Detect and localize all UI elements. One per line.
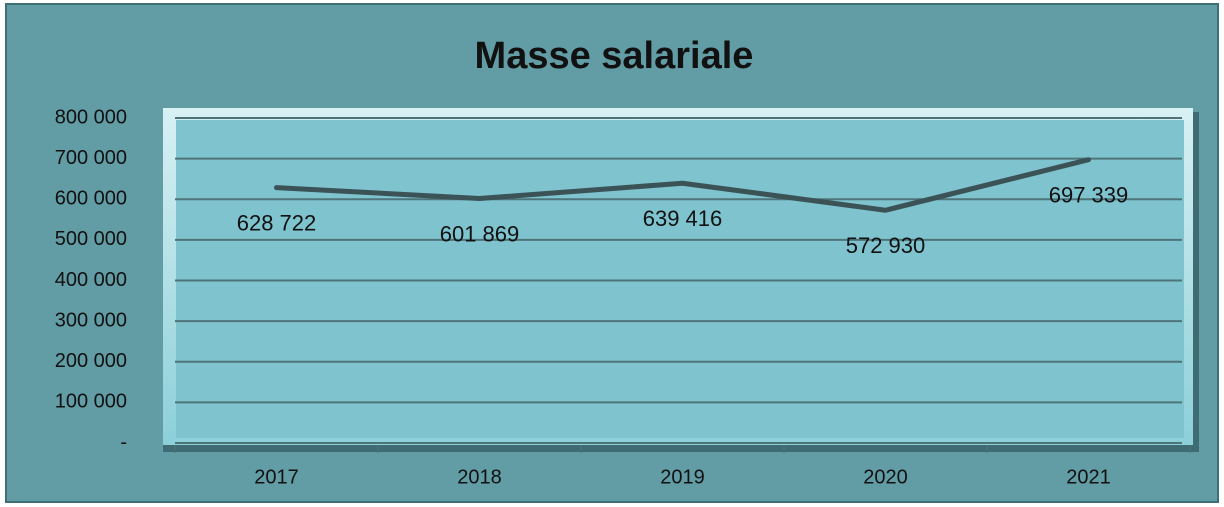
x-tick-label: 2017 — [254, 466, 299, 488]
y-tick-label: 100 000 — [55, 391, 127, 413]
y-tick-label: 500 000 — [55, 228, 127, 250]
data-label: 628 722 — [237, 210, 317, 235]
x-tick-label: 2019 — [660, 466, 705, 488]
x-tick-label: 2018 — [457, 466, 502, 488]
y-tick-label: 700 000 — [55, 147, 127, 169]
data-label: 601 869 — [440, 221, 520, 246]
y-tick-label: - — [120, 431, 127, 453]
y-tick-label: 400 000 — [55, 269, 127, 291]
line-series — [274, 157, 1091, 213]
data-label: 639 416 — [643, 206, 723, 231]
data-label: 697 339 — [1049, 183, 1129, 208]
chart-title: Masse salariale — [475, 35, 754, 77]
y-tick-label: 200 000 — [55, 350, 127, 372]
x-tick-label: 2020 — [863, 466, 908, 488]
y-tick-label: 300 000 — [55, 309, 127, 331]
x-tick-label: 2021 — [1066, 466, 1111, 488]
plot-area — [176, 120, 1184, 438]
y-tick-label: 600 000 — [55, 188, 127, 210]
y-tick-label: 800 000 — [55, 106, 127, 128]
data-label: 572 930 — [846, 233, 926, 258]
